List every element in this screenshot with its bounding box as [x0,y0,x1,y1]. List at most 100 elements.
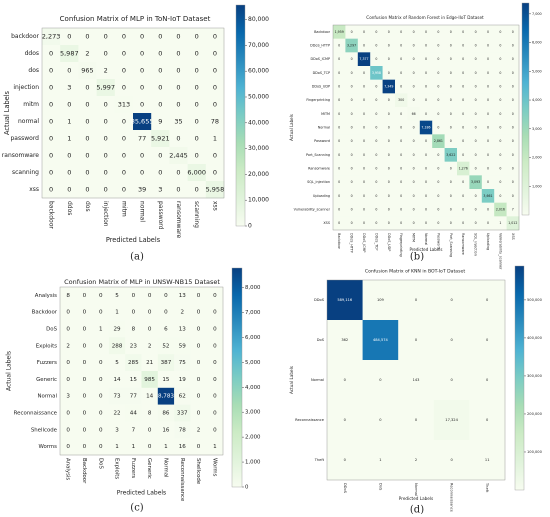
cell-label: 0 [197,310,201,316]
x-tick-label: SQL_injection [474,233,478,256]
colorbar [521,2,530,216]
heatmap-cell [395,93,408,108]
heatmap-cell [333,216,346,231]
heatmap-cell [469,134,483,149]
cell-label: 0 [104,118,108,126]
cell-label: 0 [499,57,501,61]
heatmap-cell [141,438,159,456]
cell-label: 14 [113,377,121,383]
cell-label: 0 [85,169,89,177]
heatmap-cell [92,404,110,422]
cell-label: 0 [499,194,501,198]
x-tick-label: password [157,201,164,230]
cell-label: 0 [512,71,514,75]
colorbar-tick-label: 1,000 [245,460,261,466]
cell-label: 143 [413,378,420,382]
cell-label: 0 [400,112,402,116]
cell-label: 0 [66,444,70,450]
cell-label: 0 [49,152,53,160]
heatmap-cell [432,134,445,149]
colorbar-tick-label: 5,000 [245,360,261,366]
heatmap-cell [395,202,408,217]
cell-label: 0 [450,126,452,130]
cell-label: 14 [146,394,154,400]
heatmap-cell [60,387,77,405]
heatmap-cell [444,120,458,135]
heatmap-cell [506,202,520,217]
heatmap-cell [96,45,116,63]
cell-label: 0 [83,444,87,450]
heatmap-cell [481,93,495,108]
heatmap-cell [206,287,224,305]
cell-label: 0 [197,293,201,299]
cell-label: 0 [99,360,103,366]
heatmap-cell [362,320,399,361]
heatmap-cell [205,164,225,182]
cell-label: 0 [140,101,144,109]
cell-label: 0 [66,411,70,417]
y-tick-label: Port_Scanning [306,153,330,157]
y-tick-label: XSS [323,221,330,225]
cell-label: 0 [132,310,136,316]
heatmap-cell [395,38,408,53]
heatmap-cell [398,280,435,321]
cell-label: 0 [375,57,377,61]
cell-label: 0 [363,208,365,212]
heatmap-cell [125,303,142,321]
cell-label: 0 [450,85,452,89]
x-tick-label: dos [84,201,91,212]
cell-label: 0 [351,221,353,225]
heatmap-cell [370,161,383,176]
heatmap-cell [190,354,207,372]
cell-label: 0 [487,71,489,75]
cell-label: 0 [375,194,377,198]
cell-label: 0 [379,378,382,382]
cell-label: 0 [475,85,477,89]
cell-label: 0 [195,84,199,92]
cell-label: 2,445 [169,152,188,160]
heatmap-cell [469,161,483,176]
cell-label: 0 [413,98,415,102]
heatmap-cell [96,164,116,182]
cell-label: 0 [83,293,87,299]
heatmap-cell [432,66,445,80]
heatmap-cell [206,354,224,372]
heatmap-cell [345,38,359,53]
cell-label: 0 [425,139,427,143]
cell-label: 0 [499,112,501,116]
heatmap-cell [157,303,175,321]
cell-label: 7,186 [421,126,430,130]
heatmap-cell [506,66,520,80]
cell-label: 2,016 [496,208,505,212]
heatmap-cell [419,79,433,94]
cell-label: 0 [140,152,144,160]
cell-label: 0 [487,126,489,130]
heatmap-cell [433,440,470,481]
cell-label: 0 [140,84,144,92]
cell-label: 0 [148,327,152,333]
cell-label: 73 [113,394,121,400]
cell-label: 0 [176,67,180,75]
cell-label: 0 [400,194,402,198]
heatmap-cell [444,25,458,39]
cell-label: 0 [122,152,126,160]
cell-label: 0 [413,85,415,89]
heatmap-cell [169,181,188,199]
cell-label: 0 [413,180,415,184]
heatmap-cell [151,164,170,182]
cell-label: 0 [450,338,453,342]
cell-label: 288 [112,343,123,349]
heatmap-cell [357,216,371,231]
cell-label: 0 [437,208,439,212]
heatmap-cell [327,440,363,481]
colorbar-tick-label: 6,000 [245,335,261,341]
cell-label: 1 [132,444,136,450]
cell-label: 52 [162,343,169,349]
heatmap-cell [469,400,506,441]
heatmap-cell [206,387,224,405]
cell-label: 0 [49,101,53,109]
heatmap-cell [76,337,93,355]
heatmap-cell [407,52,421,67]
cell-label: 0 [338,57,340,61]
cell-label: 0 [99,394,103,400]
